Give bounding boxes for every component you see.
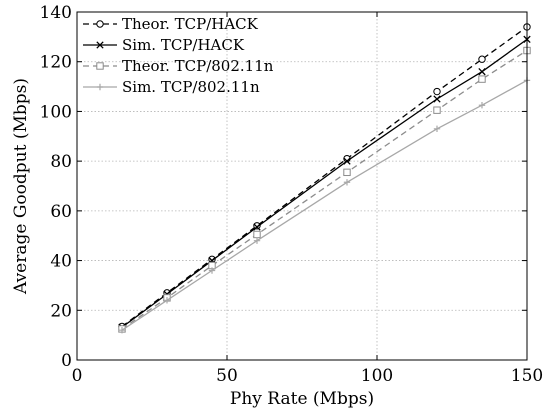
series-1 (118, 35, 531, 331)
data-point (478, 67, 486, 76)
series-3 (118, 77, 531, 334)
data-point (433, 125, 441, 133)
x-tick-label: 0 (72, 366, 83, 386)
y-tick-label: 0 (61, 351, 72, 371)
y-tick-label: 20 (50, 301, 72, 321)
data-point (163, 297, 171, 304)
data-point (433, 95, 441, 103)
legend-label: Theor. TCP/HACK (122, 15, 259, 33)
x-tick-label: 100 (361, 366, 393, 386)
legend-entry: Theor. TCP/HACK (83, 15, 259, 33)
data-point (253, 222, 261, 230)
series-line (121, 79, 528, 331)
legend-swatch-marker (96, 41, 104, 49)
legend-label: Theor. TCP/802.11n (122, 57, 274, 75)
y-tick-label: 40 (50, 252, 72, 272)
legend: Theor. TCP/HACK Sim. TCP/HACK Theor. TCP/8… (83, 15, 274, 96)
legend-swatch-marker (96, 62, 104, 70)
series-line (121, 26, 528, 327)
legend-entry: Sim. TCP/HACK (83, 36, 245, 54)
y-tick-label: 140 (40, 3, 72, 23)
series-line (121, 38, 528, 328)
y-tick-label: 80 (50, 152, 72, 172)
data-point (343, 157, 351, 165)
legend-swatch-marker (96, 83, 104, 91)
data-point (253, 237, 261, 244)
data-point (343, 168, 351, 177)
data-point (433, 106, 441, 114)
data-point (208, 267, 216, 274)
axis-ticks: 0 50 100 150 0 20 40 60 80 100 120 140 (40, 3, 544, 386)
series-lines (118, 23, 531, 334)
y-tick-label: 120 (40, 53, 72, 73)
data-point (343, 179, 351, 186)
y-tick-label: 100 (40, 102, 72, 122)
data-point (478, 55, 486, 63)
data-point (253, 230, 261, 239)
series-line (121, 49, 528, 330)
x-tick-label: 50 (216, 366, 238, 386)
legend-entry: Sim. TCP/802.11n (83, 78, 260, 96)
legend-label: Sim. TCP/HACK (122, 36, 245, 54)
data-point (478, 75, 486, 83)
legend-entry: Theor. TCP/802.11n (83, 57, 274, 75)
y-axis-title: Average Goodput (Mbps) (11, 78, 31, 295)
data-point (478, 102, 486, 109)
data-point (118, 326, 126, 334)
plot-frame (76, 11, 528, 361)
y-tick-label: 60 (50, 202, 72, 222)
data-point (253, 223, 261, 231)
x-tick-label: 150 (511, 366, 543, 386)
legend-label: Sim. TCP/802.11n (122, 78, 260, 96)
x-axis-title: Phy Rate (Mbps) (230, 389, 374, 409)
legend-swatch-marker (96, 20, 104, 28)
data-point (433, 87, 441, 96)
